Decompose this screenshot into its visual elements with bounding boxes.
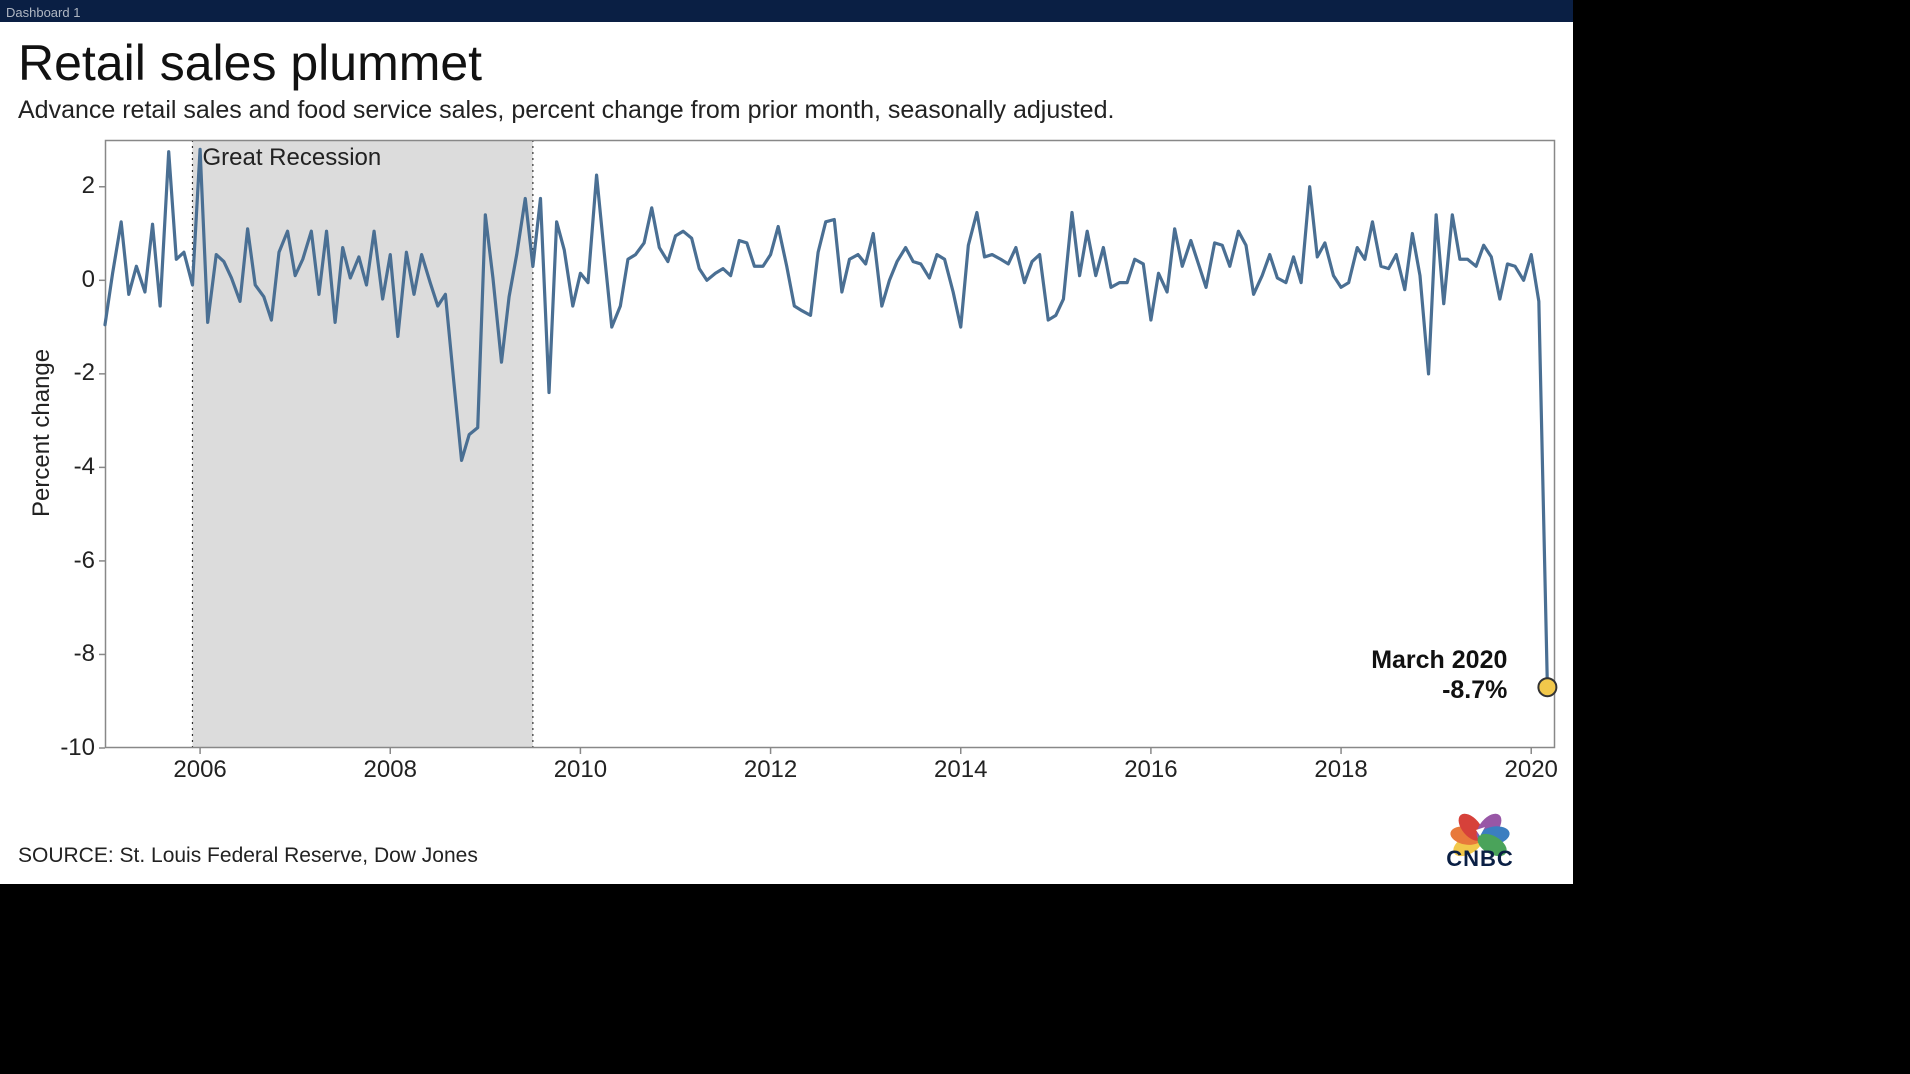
y-tick-label: -4 [35,453,95,481]
x-tick-label: 2012 [731,756,811,784]
dashboard-tab-label: Dashboard 1 [6,5,80,20]
y-tick-label: -10 [35,734,95,762]
y-tick-label: -8 [35,640,95,668]
x-tick-label: 2016 [1111,756,1191,784]
y-tick-label: -2 [35,359,95,387]
x-tick-label: 2018 [1301,756,1381,784]
x-tick-label: 2014 [921,756,1001,784]
callout-value: -8.7% [1227,675,1507,705]
y-tick-label: 0 [35,266,95,294]
chart-title: Retail sales plummet [18,34,482,92]
y-tick-label: -6 [35,547,95,575]
end-point-callout: March 2020 -8.7% [1227,645,1507,705]
chart-subtitle: Advance retail sales and food service sa… [18,96,1114,125]
cnbc-logo: CNBC [1405,804,1555,874]
dashboard-tab-bar: Dashboard 1 [0,0,1573,22]
svg-text:CNBC: CNBC [1446,846,1514,871]
x-tick-label: 2020 [1491,756,1571,784]
source-attribution: SOURCE: St. Louis Federal Reserve, Dow J… [18,844,478,868]
callout-date: March 2020 [1227,645,1507,675]
x-tick-label: 2008 [350,756,430,784]
recession-band-label: Great Recession [202,144,381,172]
y-tick-label: 2 [35,172,95,200]
x-tick-label: 2006 [160,756,240,784]
chart-card: Dashboard 1 Retail sales plummet Advance… [0,0,1573,884]
x-tick-label: 2010 [540,756,620,784]
